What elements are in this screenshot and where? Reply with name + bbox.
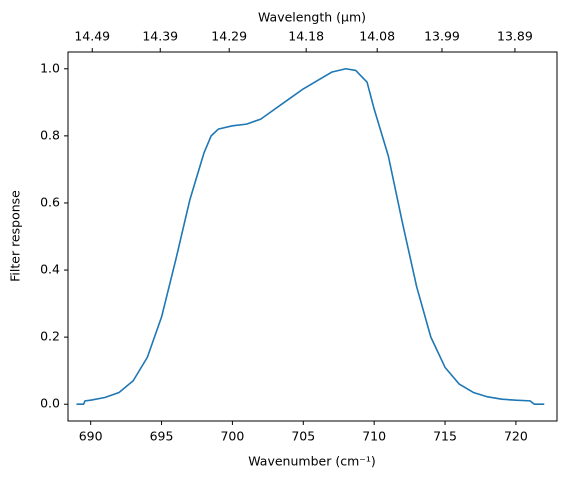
x2-tick-label: 13.89 xyxy=(497,29,533,44)
y-tick-label: 0.6 xyxy=(40,194,60,209)
x-tick-label: 715 xyxy=(433,429,457,444)
x2-tick-label: 14.49 xyxy=(74,29,110,44)
plot-frame xyxy=(67,51,558,422)
x2-tick-label: 14.18 xyxy=(288,29,324,44)
x2-tick-label: 14.29 xyxy=(211,29,247,44)
y-tick-label: 0.2 xyxy=(40,329,60,344)
x2-tick-label: 13.99 xyxy=(424,29,460,44)
y-tick-label: 1.0 xyxy=(40,60,60,75)
line xyxy=(76,67,545,406)
x2-tick-label: 14.39 xyxy=(142,29,178,44)
x-tick-label: 720 xyxy=(504,429,528,444)
x-tick-label: 690 xyxy=(79,429,103,444)
x-tick-label: 710 xyxy=(362,429,386,444)
x-axis-label: Wavenumber (cm⁻¹) xyxy=(248,454,375,469)
y-axis-label: Filter response xyxy=(8,190,23,282)
x2-axis-label: Wavelength (μm) xyxy=(258,10,366,25)
x-tick-label: 700 xyxy=(220,429,244,444)
x-tick-label: 705 xyxy=(291,429,315,444)
x2-tick-label: 14.08 xyxy=(359,29,395,44)
y-tick-label: 0.8 xyxy=(40,127,60,142)
x-tick-label: 695 xyxy=(150,429,174,444)
y-tick-label: 0.0 xyxy=(40,396,60,411)
y-tick-label: 0.4 xyxy=(40,262,60,277)
